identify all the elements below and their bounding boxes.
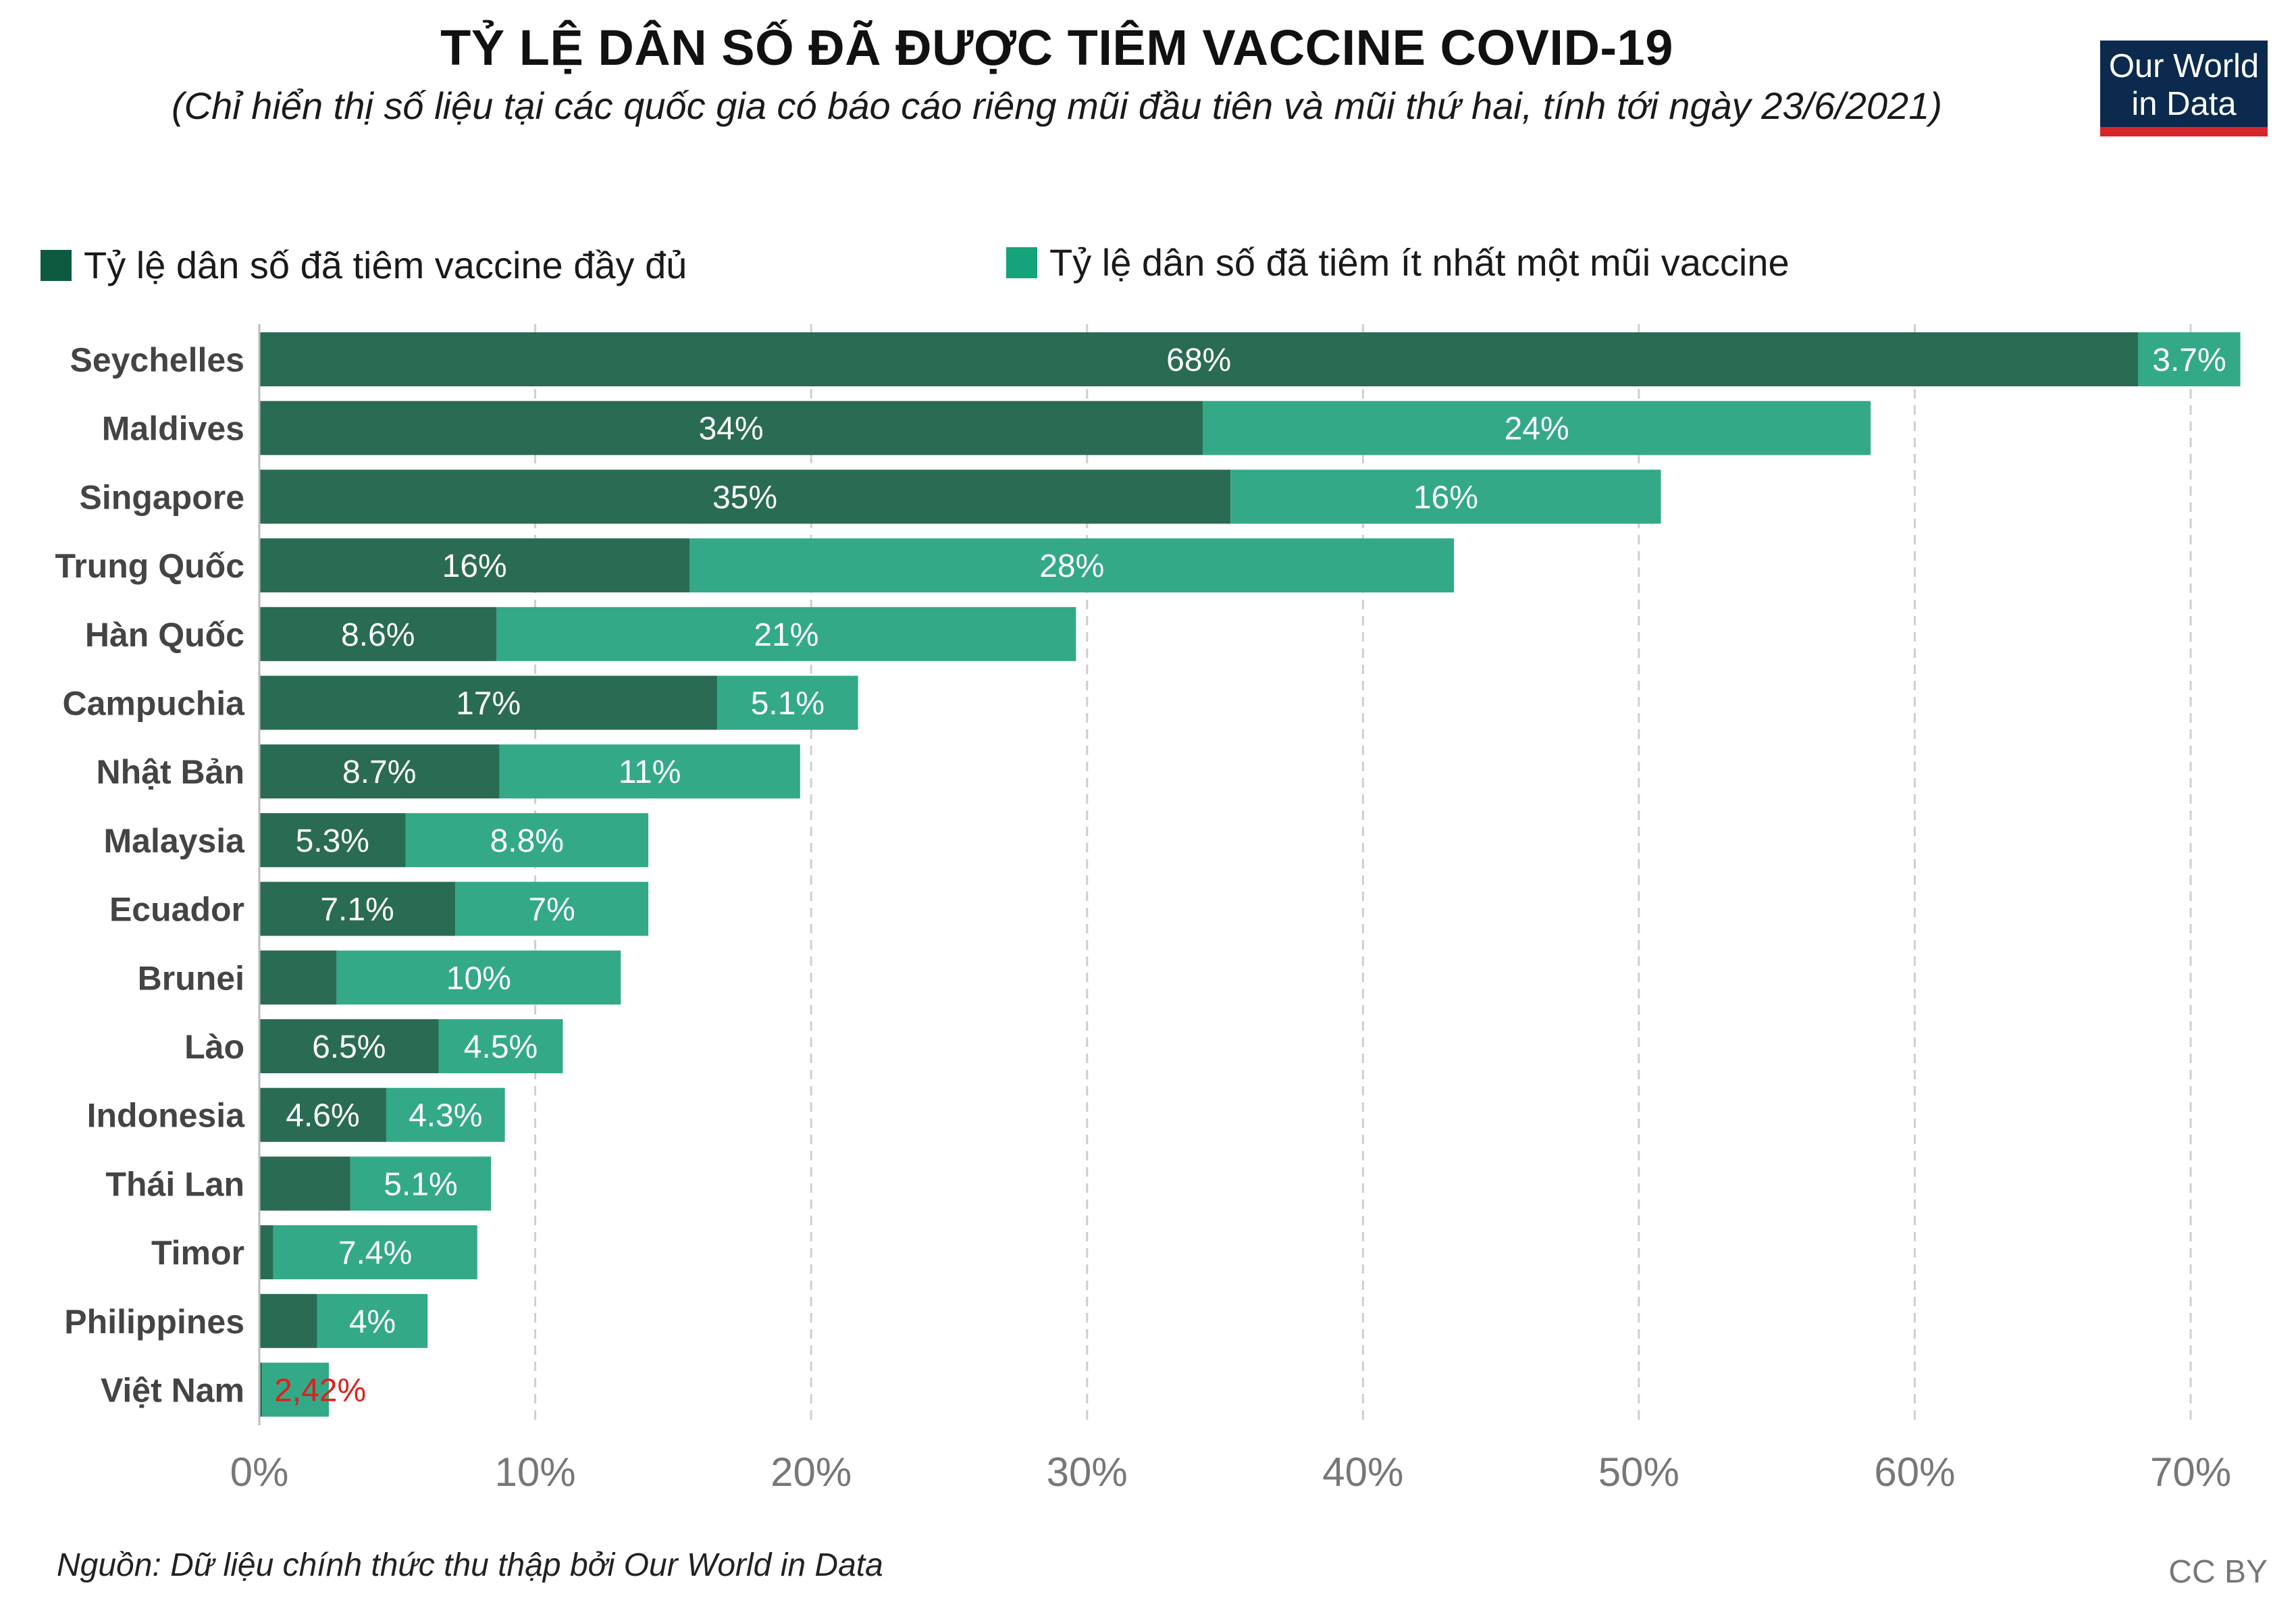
category-label: Việt Nam bbox=[101, 1372, 244, 1410]
bar-full bbox=[259, 1225, 273, 1280]
bar-partial bbox=[386, 1087, 505, 1142]
bar-full bbox=[259, 607, 497, 661]
bar-full bbox=[259, 744, 500, 799]
legend-swatch-partial bbox=[1006, 247, 1037, 278]
bar-partial bbox=[273, 1225, 477, 1280]
data-label-full: 16% bbox=[442, 548, 507, 584]
bar-full bbox=[259, 1293, 317, 1348]
bar-full bbox=[259, 881, 456, 936]
owid-logo[interactable]: Our World in Data bbox=[2100, 41, 2268, 136]
legend-label-full: Tỷ lệ dân số đã tiêm vaccine đầy đủ bbox=[84, 244, 687, 286]
category-label: Philippines bbox=[64, 1303, 244, 1341]
legend: Tỷ lệ dân số đã tiêm vaccine đầy đủ Tỷ l… bbox=[0, 240, 2296, 290]
data-label-partial: 5.1% bbox=[751, 686, 825, 722]
category-label: Indonesia bbox=[87, 1097, 246, 1135]
bar-full bbox=[259, 813, 406, 867]
bar-full bbox=[259, 1019, 439, 1073]
bar-full bbox=[259, 538, 690, 593]
legend-item-full: Tỷ lệ dân số đã tiêm vaccine đầy đủ bbox=[41, 243, 687, 287]
category-label: Brunei bbox=[138, 959, 244, 997]
bar-full bbox=[259, 469, 1231, 524]
data-label-partial: 21% bbox=[754, 617, 818, 653]
bar-full bbox=[259, 950, 337, 1005]
category-label: Hàn Quốc bbox=[85, 616, 244, 654]
category-label: Ecuador bbox=[109, 891, 244, 929]
data-label-full: 4.6% bbox=[286, 1098, 359, 1134]
category-label: Lào bbox=[184, 1028, 244, 1066]
data-label-partial: 24% bbox=[1505, 411, 1569, 447]
bar-partial bbox=[496, 607, 1076, 661]
bar-partial bbox=[405, 813, 649, 867]
bar-partial bbox=[317, 1293, 428, 1348]
bar-partial bbox=[717, 675, 858, 730]
data-label-partial: 11% bbox=[619, 754, 681, 790]
data-label-partial: 7% bbox=[528, 892, 575, 928]
data-label-partial: 4% bbox=[349, 1304, 396, 1340]
bar-partial bbox=[350, 1156, 492, 1211]
logo-line-2: in Data bbox=[2131, 86, 2237, 122]
x-tick-label: 60% bbox=[1874, 1449, 1955, 1495]
legend-swatch-full bbox=[41, 249, 72, 281]
category-label: Malaysia bbox=[104, 822, 246, 860]
legend-item-partial: Tỷ lệ dân số đã tiêm ít nhất một mũi vac… bbox=[1006, 240, 1790, 284]
bar-full bbox=[259, 1087, 386, 1142]
data-label-partial: 4.3% bbox=[409, 1098, 482, 1134]
category-label: Thái Lan bbox=[105, 1165, 244, 1203]
bar-full bbox=[259, 401, 1203, 455]
bar-partial bbox=[455, 881, 649, 936]
bar-partial bbox=[1203, 401, 1871, 455]
data-label-partial: 10% bbox=[446, 960, 511, 996]
bar-partial bbox=[499, 744, 800, 799]
category-label: Nhật Bản bbox=[97, 753, 244, 791]
data-label-partial: 3.7% bbox=[2152, 342, 2226, 378]
chart-title: TỶ LỆ DÂN SỐ ĐÃ ĐƯỢC TIÊM VACCINE COVID-… bbox=[440, 20, 1673, 76]
category-label: Seychelles bbox=[70, 341, 244, 379]
bar-partial bbox=[1230, 469, 1661, 524]
x-tick-label: 70% bbox=[2150, 1449, 2231, 1495]
x-tick-label: 0% bbox=[230, 1449, 289, 1495]
data-label-full: 5.3% bbox=[296, 823, 369, 859]
data-label-partial: 7.4% bbox=[338, 1235, 412, 1271]
bar-full bbox=[259, 1362, 263, 1417]
category-label: Campuchia bbox=[62, 685, 245, 723]
bar-partial bbox=[438, 1019, 563, 1073]
data-label-partial: 2,42% bbox=[274, 1373, 366, 1409]
bar-partial bbox=[2138, 332, 2241, 386]
bar-partial bbox=[336, 950, 621, 1005]
category-label: Timor bbox=[151, 1234, 244, 1272]
bar-full bbox=[259, 332, 2139, 386]
x-tick-label: 30% bbox=[1047, 1449, 1128, 1495]
category-label: Singapore bbox=[80, 478, 244, 516]
data-label-full: 17% bbox=[456, 686, 521, 722]
data-label-partial: 5.1% bbox=[384, 1166, 457, 1202]
data-label-full: 68% bbox=[1166, 342, 1231, 378]
source-note: Nguồn: Dữ liệu chính thức thu thập bởi O… bbox=[57, 1547, 883, 1583]
data-label-full: 34% bbox=[699, 411, 764, 447]
logo-line-1: Our World bbox=[2108, 48, 2260, 84]
data-label-full: 6.5% bbox=[312, 1029, 386, 1065]
category-label: Trung Quốc bbox=[55, 547, 244, 585]
x-tick-label: 50% bbox=[1598, 1449, 1679, 1495]
bar-partial bbox=[689, 538, 1455, 593]
legend-label-partial: Tỷ lệ dân số đã tiêm ít nhất một mũi vac… bbox=[1049, 241, 1790, 284]
data-label-full: 7.1% bbox=[320, 892, 394, 928]
data-label-partial: 28% bbox=[1039, 548, 1104, 584]
bar-partial bbox=[262, 1362, 329, 1417]
data-label-partial: 8.8% bbox=[490, 823, 564, 859]
bar-full bbox=[259, 1156, 350, 1211]
x-tick-label: 20% bbox=[771, 1449, 852, 1495]
data-label-full: 8.7% bbox=[342, 754, 416, 790]
data-label-full: 35% bbox=[712, 480, 777, 515]
x-tick-label: 10% bbox=[495, 1449, 576, 1495]
license-link[interactable]: CC BY bbox=[2168, 1554, 2268, 1590]
data-label-partial: 16% bbox=[1413, 480, 1478, 515]
data-label-partial: 4.5% bbox=[464, 1029, 538, 1065]
category-label: Maldives bbox=[102, 410, 244, 448]
x-tick-label: 40% bbox=[1322, 1449, 1403, 1495]
bar-full bbox=[259, 675, 718, 730]
chart-subtitle: (Chỉ hiển thị số liệu tại các quốc gia c… bbox=[172, 84, 1942, 127]
data-label-full: 8.6% bbox=[341, 617, 415, 653]
